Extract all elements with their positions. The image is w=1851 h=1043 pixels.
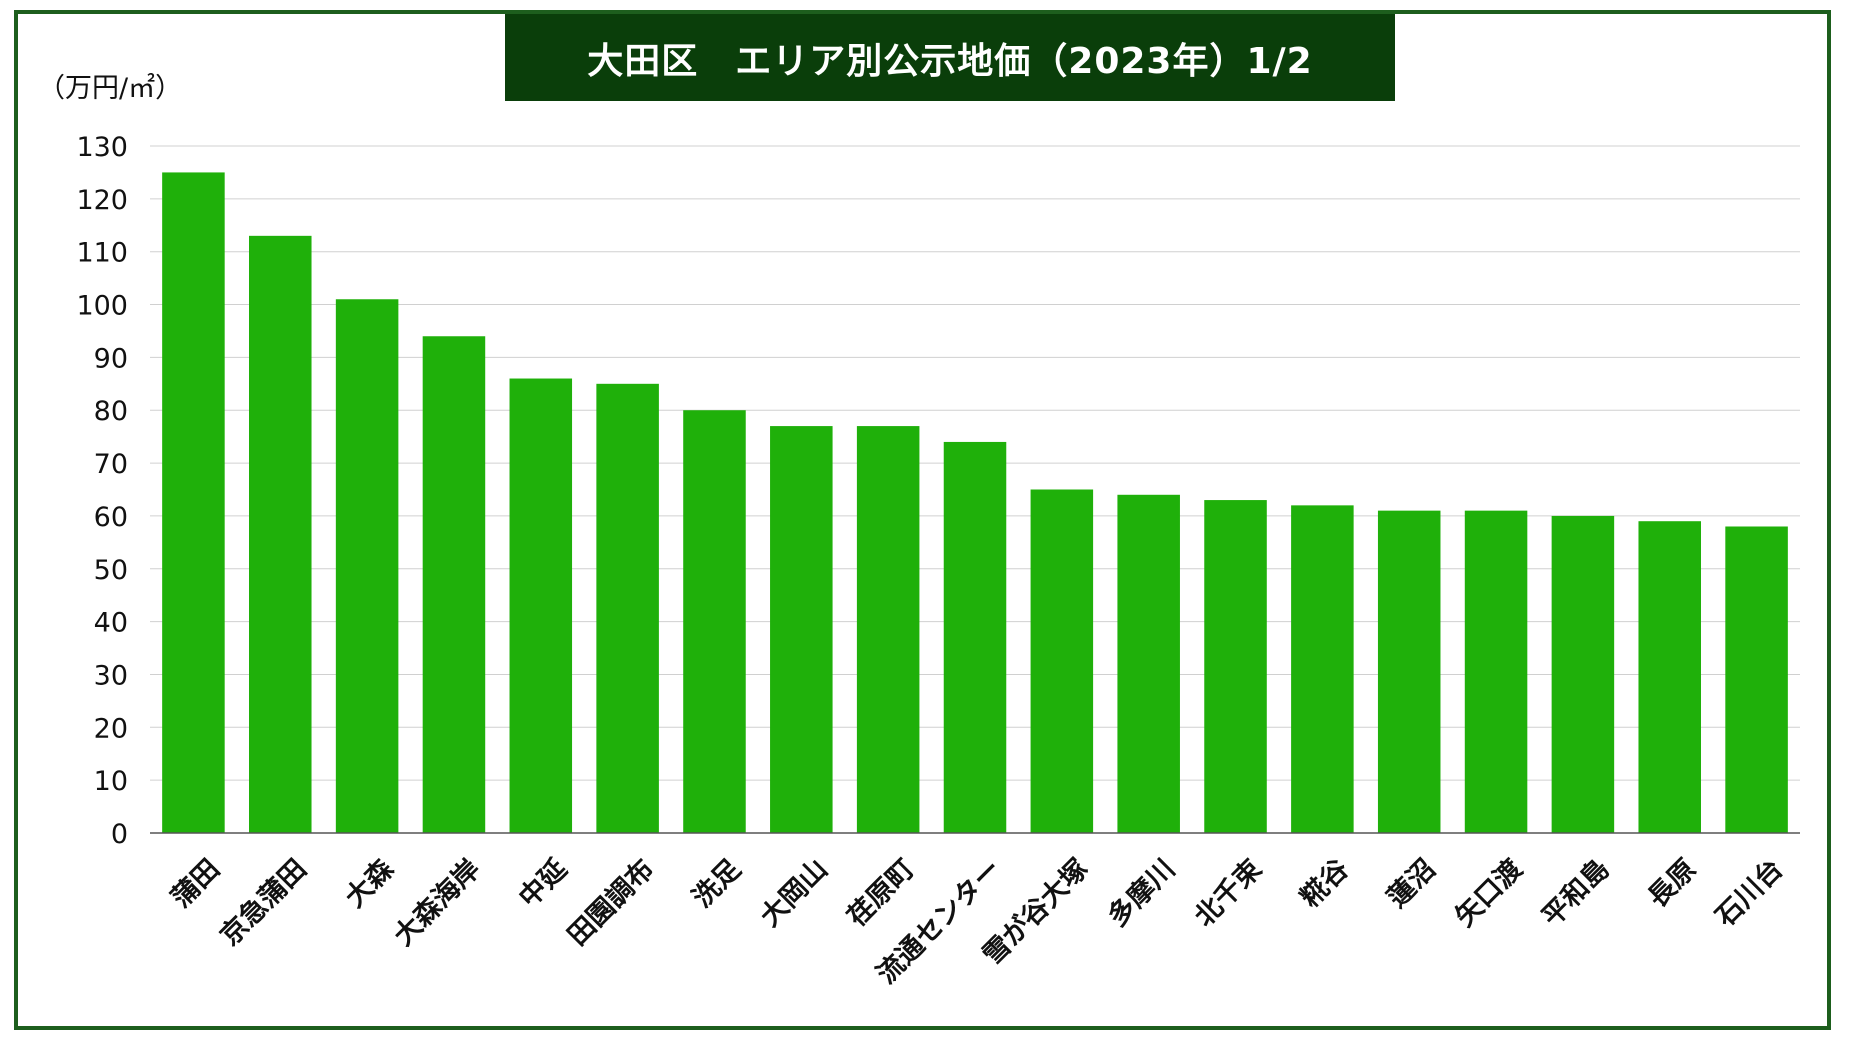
y-tick-label: 40 [94,608,128,639]
bar [596,383,659,833]
bar [770,426,833,833]
bar [683,410,746,833]
y-tick-label: 60 [94,502,128,533]
bar [249,235,312,834]
bar [1725,526,1788,833]
y-tick-label: 120 [76,185,128,216]
y-tick-label: 90 [94,343,128,374]
bar [335,299,399,833]
bar [1377,510,1441,833]
x-tick-label: 北千束 [1189,854,1268,933]
x-tick-label: 中延 [513,853,574,914]
y-tick-label: 80 [94,396,128,427]
bar [1638,521,1701,833]
bar [162,172,225,833]
bar [856,426,920,833]
y-tick-label: 70 [94,449,128,480]
y-tick-label: 0 [111,819,128,850]
x-tick-label: 平和島 [1536,854,1615,933]
y-tick-label: 130 [76,132,128,163]
y-tick-label: 20 [94,713,128,744]
x-tick-label: 長原 [1642,854,1702,914]
x-tick-label: 石川台 [1708,853,1789,934]
x-tick-label: 多摩川 [1101,853,1181,933]
x-tick-label: 大森 [340,853,401,914]
x-tick-label: 洗足 [687,854,747,914]
chart-frame [14,10,1831,1030]
y-tick-label: 10 [94,766,128,797]
x-tick-label: 蒲田 [166,854,226,914]
bar [1464,510,1528,833]
x-tick-label: 大森海岸 [388,854,486,952]
bars [162,172,1788,834]
y-axis-ticks: 0 10 20 30 40 50 60 70 80 90 100 110 120 130 [76,132,128,850]
y-tick-label: 30 [94,660,128,691]
x-tick-label: 田園調布 [561,853,660,952]
x-tick-label: 荏原町 [841,854,920,933]
bar [1030,489,1094,833]
x-tick-label: 糀谷 [1295,853,1356,914]
bar [943,441,1007,833]
x-tick-label: 大岡山 [755,854,834,933]
bar [1117,494,1180,833]
y-tick-label: 110 [76,238,128,269]
y-tick-label: 50 [94,555,128,586]
x-tick-label: 京急蒲田 [214,853,313,952]
bar [1551,515,1615,833]
bar [1204,500,1267,833]
chart-title-box: 大田区 エリア別公示地価（2023年）1/2 [505,14,1395,101]
x-tick-label: 蓮沼 [1382,854,1442,914]
bar [509,378,573,833]
bar [1291,505,1354,833]
y-tick-label: 100 [76,291,128,322]
bar [422,336,486,833]
x-tick-label: 矢口渡 [1449,852,1530,933]
chart-title: 大田区 エリア別公示地価（2023年）1/2 [587,40,1313,82]
y-axis-unit-label: （万円/㎡） [38,73,182,104]
